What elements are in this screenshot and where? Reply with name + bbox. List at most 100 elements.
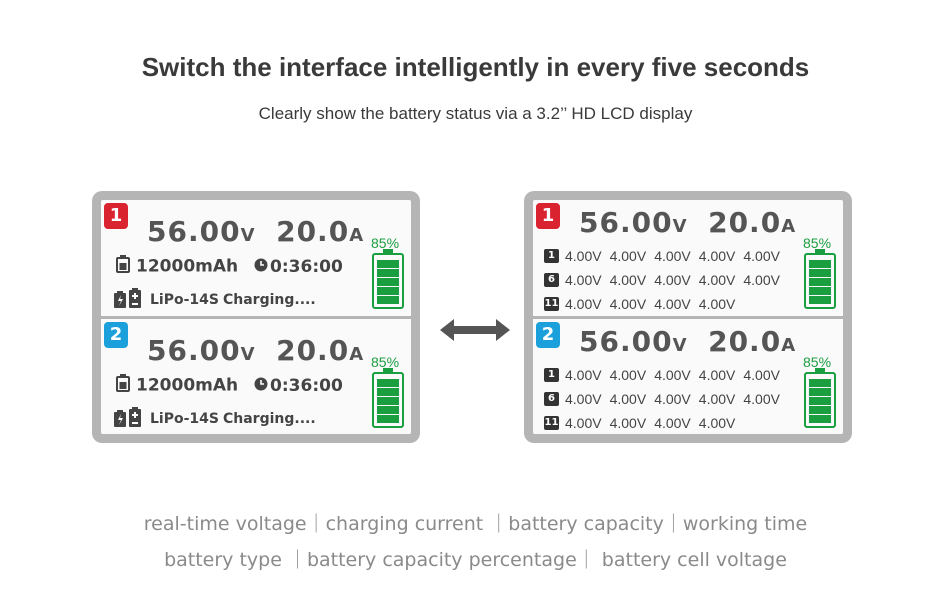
- cell-index: 1: [544, 368, 559, 383]
- feature-list-line-1: real-time voltage｜charging current ｜batt…: [143, 513, 808, 535]
- voltage-unit: V: [240, 344, 255, 365]
- voltage-unit: V: [240, 225, 255, 246]
- capacity-value: 12000mAh: [136, 375, 239, 396]
- current-unit: A: [349, 344, 364, 365]
- battery-icon: [116, 374, 130, 397]
- voltage-value: 56.00: [147, 215, 241, 248]
- battery-percent: 85%: [803, 235, 832, 251]
- battery-level-icon: [372, 368, 404, 428]
- cell-row: 6 4.00V 4.00V 4.00V 4.00V 4.00V: [544, 271, 788, 295]
- current-value: 20.0: [276, 334, 350, 367]
- cell-row: 1 4.00V 4.00V 4.00V 4.00V 4.00V: [544, 366, 788, 390]
- cell-voltage: 4.00V: [609, 367, 647, 384]
- cell-voltage: 4.00V: [698, 391, 736, 408]
- cell-voltage: 4.00V: [743, 248, 780, 265]
- capacity-value: 12000mAh: [136, 256, 239, 277]
- battery-percent: 85%: [371, 354, 400, 370]
- cell-voltage: 4.00V: [565, 272, 602, 289]
- cell-voltage: 4.00V: [743, 391, 780, 408]
- cell-voltage: 4.00V: [698, 415, 736, 432]
- channel-2-cells: 2 56.00V 20.0A 85% 1 4.00V 4.00V 4.00V 4.00V…: [533, 319, 843, 435]
- clock-icon: [254, 376, 268, 396]
- channel-2-summary: 2 56.00V 20.0A 85% 12000mAh 0:36:00 LiPo…: [101, 319, 411, 435]
- battery-type: LiPo-14S: [150, 292, 219, 308]
- cell-voltage: 4.00V: [654, 248, 691, 265]
- cell-row: 6 4.00V 4.00V 4.00V 4.00V 4.00V: [544, 390, 788, 414]
- cell-voltage: 4.00V: [743, 272, 780, 289]
- current-value: 20.0: [276, 215, 350, 248]
- cell-voltage: 4.00V: [609, 248, 647, 265]
- channel-badge-2: 2: [536, 322, 560, 348]
- cell-voltage: 4.00V: [609, 391, 647, 408]
- battery-pack-icon: [113, 406, 143, 432]
- battery-percent: 85%: [371, 235, 400, 251]
- lcd-screen-cells: 1 56.00V 20.0A 85% 1 4.00V 4.00V 4.00V 4.00V…: [524, 191, 852, 443]
- charge-status: Charging....: [222, 292, 316, 308]
- lcd-panel: 1 56.00V 20.0A 85% 12000mAh 0:36:00 LiPo…: [101, 200, 411, 434]
- current-value: 20.0: [708, 325, 782, 358]
- page-title: Switch the interface intelligently in ev…: [141, 52, 810, 82]
- cell-voltage: 4.00V: [743, 367, 780, 384]
- current-unit: A: [781, 335, 796, 356]
- cell-voltage: 4.00V: [654, 391, 691, 408]
- cell-voltage: 4.00V: [565, 296, 602, 313]
- battery-level-icon: [372, 249, 404, 309]
- voltage-value: 56.00: [147, 334, 241, 367]
- channel-divider: [101, 316, 411, 319]
- cell-voltage: 4.00V: [654, 415, 691, 432]
- voltage-current-readout: 56.00V 20.0A: [147, 334, 363, 367]
- lcd-screen-summary: 1 56.00V 20.0A 85% 12000mAh 0:36:00 LiPo…: [92, 191, 420, 443]
- clock-icon: [254, 257, 268, 277]
- cell-index: 11: [544, 416, 559, 431]
- cell-voltage-list: 1 4.00V 4.00V 4.00V 4.00V 4.00V 6 4.00V 4.00V 4.…: [544, 247, 788, 319]
- charge-status: Charging....: [222, 411, 316, 427]
- voltage-current-readout: 56.00V 20.0A: [579, 325, 795, 358]
- cell-index: 11: [544, 297, 559, 312]
- battery-level-icon: [804, 249, 836, 309]
- time-value: 0:36:00: [270, 256, 343, 277]
- channel-1-cells: 1 56.00V 20.0A 85% 1 4.00V 4.00V 4.00V 4.00V…: [533, 200, 843, 316]
- battery-percent: 85%: [803, 354, 832, 370]
- feature-list-line-2: battery type ｜battery capacity percentag…: [164, 549, 787, 571]
- capacity-time-row: 12000mAh 0:36:00: [116, 255, 343, 278]
- battery-icon: [116, 255, 130, 278]
- cell-voltage: 4.00V: [654, 296, 691, 313]
- channel-badge-2: 2: [104, 322, 128, 348]
- voltage-value: 56.00: [579, 206, 673, 239]
- current-unit: A: [349, 225, 364, 246]
- channel-divider: [533, 316, 843, 319]
- voltage-unit: V: [672, 216, 687, 237]
- cell-index: 1: [544, 249, 559, 264]
- battery-pack-icon: [113, 287, 143, 313]
- lcd-panel: 1 56.00V 20.0A 85% 1 4.00V 4.00V 4.00V 4.00V…: [533, 200, 843, 434]
- channel-1-summary: 1 56.00V 20.0A 85% 12000mAh 0:36:00 LiPo…: [101, 200, 411, 316]
- cell-row: 11 4.00V 4.00V 4.00V 4.00V: [544, 414, 788, 438]
- double-arrow-icon: [438, 316, 512, 349]
- cell-voltage-list: 1 4.00V 4.00V 4.00V 4.00V 4.00V 6 4.00V 4.00V 4.…: [544, 366, 788, 438]
- channel-badge-1: 1: [104, 203, 128, 229]
- cell-voltage: 4.00V: [654, 367, 691, 384]
- cell-row: 1 4.00V 4.00V 4.00V 4.00V 4.00V: [544, 247, 788, 271]
- page-subtitle: Clearly show the battery status via a 3.…: [258, 104, 693, 123]
- capacity-time-row: 12000mAh 0:36:00: [116, 374, 343, 397]
- current-value: 20.0: [708, 206, 782, 239]
- cell-voltage: 4.00V: [609, 296, 647, 313]
- cell-voltage: 4.00V: [609, 272, 647, 289]
- battery-type-row: LiPo-14S Charging....: [113, 287, 316, 313]
- battery-type: LiPo-14S: [150, 411, 219, 427]
- cell-voltage: 4.00V: [609, 415, 647, 432]
- cell-voltage: 4.00V: [698, 248, 736, 265]
- cell-voltage: 4.00V: [698, 272, 736, 289]
- battery-level-icon: [804, 368, 836, 428]
- voltage-value: 56.00: [579, 325, 673, 358]
- battery-type-row: LiPo-14S Charging....: [113, 406, 316, 432]
- current-unit: A: [781, 216, 796, 237]
- voltage-current-readout: 56.00V 20.0A: [579, 206, 795, 239]
- cell-voltage: 4.00V: [654, 272, 691, 289]
- voltage-current-readout: 56.00V 20.0A: [147, 215, 363, 248]
- channel-badge-1: 1: [536, 203, 560, 229]
- time-value: 0:36:00: [270, 375, 343, 396]
- cell-voltage: 4.00V: [565, 248, 602, 265]
- voltage-unit: V: [672, 335, 687, 356]
- cell-voltage: 4.00V: [698, 296, 736, 313]
